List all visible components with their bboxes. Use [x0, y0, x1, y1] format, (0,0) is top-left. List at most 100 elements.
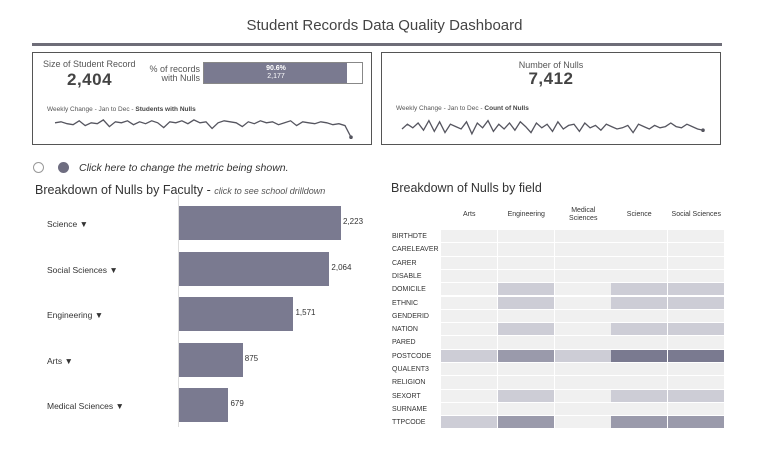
heatmap-row-label: POSTCODE	[392, 352, 432, 360]
heatmap-cell	[668, 389, 724, 402]
heatmap-cell	[611, 389, 667, 402]
faculty-value-label: 679	[230, 399, 244, 408]
heatmap-cell	[668, 416, 724, 429]
faculty-chart-title[interactable]: Breakdown of Nulls by Faculty - click to…	[35, 183, 325, 197]
heatmap-cell	[555, 256, 611, 269]
pct-count: 2,177	[267, 73, 285, 80]
heatmap-cell	[668, 336, 724, 349]
sparkline-students-line	[54, 119, 352, 138]
heatmap-cell	[555, 296, 611, 309]
heatmap-column-header: Medical Sciences	[569, 207, 598, 222]
weekly-prefix: Weekly Change - Jan to Dec -	[47, 106, 136, 113]
faculty-label-engineering[interactable]: Engineering ▼	[47, 310, 104, 320]
pct-label-2: with Nulls	[161, 73, 200, 83]
metric-toggle-text[interactable]: Click here to change the metric being sh…	[79, 162, 289, 174]
heatmap-cell	[498, 243, 554, 256]
heatmap-cell	[498, 389, 554, 402]
sparkline-students	[54, 119, 353, 139]
faculty-value-label: 875	[244, 353, 259, 363]
field-chart-title: Breakdown of Nulls by field	[391, 181, 542, 195]
heatmap-cell	[668, 349, 724, 362]
heatmap-cell	[555, 323, 611, 336]
pct-label-1: % of records	[149, 64, 200, 74]
heatmap-cell	[668, 296, 724, 309]
heatmap-cell	[555, 309, 611, 323]
faculty-value-label: 2,064	[331, 262, 352, 272]
metric-radio-2[interactable]	[58, 162, 69, 173]
heatmap-cell	[611, 376, 667, 389]
faculty-bar[interactable]	[179, 251, 330, 286]
heatmap-column-header: Science	[626, 211, 652, 218]
faculty-value-label: 2,223	[343, 217, 364, 226]
heatmap-cell	[611, 402, 667, 416]
heatmap-cell	[555, 349, 611, 362]
heatmap-cell	[668, 243, 724, 256]
heatmap-cell	[555, 283, 611, 296]
heatmap-cell	[498, 349, 554, 362]
heatmap-cell	[611, 269, 667, 283]
heatmap-cell	[611, 296, 667, 309]
heatmap-cell	[611, 283, 667, 296]
heatmap-cell	[555, 363, 611, 376]
pct-value: 90.6%	[266, 65, 286, 72]
heatmap-cell	[498, 363, 554, 376]
faculty-chart-subtitle: click to see school drilldown	[214, 186, 326, 196]
heatmap-cell	[441, 402, 497, 416]
heatmap-cell	[668, 256, 724, 269]
sparkline-nulls-line	[401, 119, 704, 136]
faculty-label-medical-sciences[interactable]: Medical Sciences ▼	[47, 401, 124, 411]
heatmap-cell	[441, 363, 497, 376]
heatmap-cell	[498, 376, 554, 389]
heatmap-cell	[441, 296, 497, 309]
faculty-bar-chart: Science ▼ 2,223 Social Sciences ▼ 2,064 Engi…	[0, 195, 380, 435]
heatmap-cell	[555, 389, 611, 402]
faculty-label-arts[interactable]: Arts ▼	[47, 355, 73, 366]
faculty-value-label: 1,571	[295, 308, 316, 317]
heatmap-cell	[441, 349, 497, 362]
sparkline-students-end-point	[349, 135, 353, 139]
heatmap-cell	[668, 283, 724, 296]
heatmap-row-label: CARER	[392, 259, 417, 267]
heatmap-cell	[555, 243, 611, 256]
weekly-caption-students: Weekly Change - Jan to Dec - Students wi…	[47, 106, 196, 113]
heatmap-cell	[441, 376, 497, 389]
pct-bar-text: 90.6% 2,177	[204, 65, 348, 81]
faculty-chart-title-text: Breakdown of Nulls by Faculty -	[35, 183, 215, 197]
title-divider	[32, 43, 722, 46]
heatmap-cell	[611, 243, 667, 256]
faculty-bar[interactable]	[179, 206, 341, 240]
heatmap-cell	[668, 402, 724, 416]
heatmap-cell	[611, 349, 667, 362]
heatmap-cell	[555, 336, 611, 349]
sparkline-nulls	[401, 119, 705, 136]
heatmap-cell	[441, 256, 497, 269]
faculty-label-science[interactable]: Science ▼	[47, 219, 89, 229]
heatmap-cell	[441, 416, 497, 429]
heatmap-cell	[498, 296, 554, 309]
heatmap-cell	[498, 230, 554, 243]
heatmap-cell	[498, 323, 554, 336]
heatmap-row-label: DOMICILE	[392, 286, 426, 294]
faculty-bar[interactable]	[179, 297, 294, 331]
heatmap-cell	[668, 376, 724, 389]
heatmap-cell	[668, 309, 724, 323]
faculty-bar[interactable]	[179, 342, 243, 377]
heatmap-cell	[498, 309, 554, 323]
heatmap-row-label: RELIGION	[392, 379, 426, 387]
heatmap-cell	[611, 230, 667, 243]
heatmap-cell	[498, 402, 554, 416]
heatmap-cell	[441, 336, 497, 349]
heatmap-row-label: SURNAME	[392, 405, 428, 413]
heatmap-cell	[611, 336, 667, 349]
heatmap-row-label: TTPCODE	[392, 419, 426, 427]
faculty-label-social-sciences[interactable]: Social Sciences ▼	[47, 264, 118, 275]
weekly-caption-nulls: Weekly Change - Jan to Dec - Count of Nu…	[396, 105, 529, 112]
heatmap-cell	[611, 416, 667, 429]
heatmap-cell	[441, 243, 497, 256]
nulls-value: 7,412	[528, 69, 574, 88]
faculty-bar[interactable]	[179, 388, 229, 422]
heatmap-cell	[555, 416, 611, 429]
heatmap-cell	[498, 283, 554, 296]
metric-radio-1[interactable]	[33, 162, 44, 173]
student-record-card: Size of Student Record 2,404 % of record…	[32, 52, 372, 145]
